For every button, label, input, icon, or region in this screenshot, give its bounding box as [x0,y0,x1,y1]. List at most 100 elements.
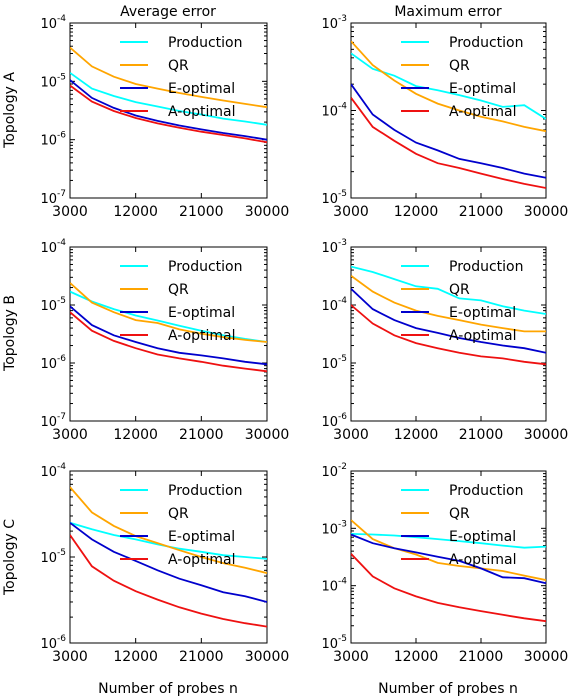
legend-label: A-optimal [449,552,517,568]
legend-label: E-optimal [168,529,235,545]
legend-label: Production [449,35,523,51]
x-tick-label: 3000 [52,427,88,443]
y-tick-label: 10-3 [321,14,347,32]
legend-label: E-optimal [449,81,516,97]
y-tick-label: 10-5 [40,296,66,314]
series-line-a-optimal [70,84,267,144]
series-line-qr [351,274,546,333]
series-line-e-optimal [70,305,267,366]
y-tick-label: 10-6 [321,412,347,430]
x-tick-label: 21000 [179,649,224,665]
x-tick-label: 12000 [113,204,158,220]
legend-label: Production [168,483,242,499]
y-tick-label: 10-5 [321,354,347,372]
panel-4: 3000 12000 21000 30000 10-6 10-5 10-4 10-3 Produ… [321,238,568,443]
legend-label: Production [168,259,242,275]
legend-label: QR [168,506,189,522]
x-tick-label: 12000 [394,427,439,443]
y-tick-label: 10-3 [321,238,347,256]
series-line-a-optimal [70,534,267,628]
legend-label: A-optimal [449,104,517,120]
x-tick-label: 30000 [524,649,569,665]
legend-label: A-optimal [168,328,236,344]
panel-1: 3000 12000 21000 30000 10-7 10-6 10-5 10-4 Produ… [40,14,289,220]
column-title-average: Average error [120,4,216,20]
legend-label: Production [449,483,523,499]
y-tick-label: 10-4 [40,238,66,256]
legend-label: E-optimal [449,529,516,545]
plot-frame [350,22,547,199]
series-group [70,46,267,144]
x-tick-label: 30000 [524,204,569,220]
legend-label: E-optimal [168,81,235,97]
series-line-production [70,290,267,343]
x-tick-label: 12000 [394,204,439,220]
y-tick-label: 10-5 [40,72,66,90]
series-line-e-optimal [70,522,267,603]
y-tick-label: 10-6 [40,634,66,652]
x-tick-label: 30000 [524,427,569,443]
y-tick-label: 10-3 [321,519,347,537]
x-tick-label: 3000 [333,649,369,665]
legend-label: A-optimal [449,328,517,344]
x-axis-label-right: Number of probes n [378,681,518,697]
series-group [351,40,546,189]
series-line-e-optimal [351,288,546,354]
legend-label: A-optimal [168,104,236,120]
column-title-maximum: Maximum error [394,4,502,20]
x-tick-label: 3000 [52,204,88,220]
y-tick-label: 10-5 [321,189,347,207]
y-tick-label: 10-6 [40,131,66,149]
x-tick-label: 12000 [113,649,158,665]
y-tick-label: 10-7 [40,189,66,207]
x-tick-label: 3000 [333,427,369,443]
legend-label: QR [168,282,189,298]
x-tick-label: 21000 [179,204,224,220]
row-label-topology-c: Topology C [2,519,18,596]
panel-6: 3000 12000 21000 30000 10-5 10-4 10-3 10-2 Produ… [321,462,568,665]
series-line-qr [351,40,546,133]
series-line-e-optimal [70,79,267,141]
series-line-qr [70,282,267,343]
y-tick-label: 10-4 [40,462,66,480]
legend-label: QR [449,58,470,74]
panels: 3000 12000 21000 30000 10-7 10-6 10-5 10-4 Produ… [40,14,568,665]
series-line-a-optimal [351,553,546,623]
series-line-production [351,533,546,549]
legend-label: E-optimal [168,305,235,321]
row-label-topology-b: Topology B [2,295,18,372]
y-tick-label: 10-7 [40,412,66,430]
series-group [70,486,267,628]
legend-label: E-optimal [449,305,516,321]
y-tick-label: 10-4 [321,102,347,120]
x-tick-label: 21000 [459,649,504,665]
x-tick-label: 21000 [459,204,504,220]
series-line-a-optimal [70,311,267,373]
series-line-qr [351,519,546,581]
y-tick-label: 10-5 [321,634,347,652]
y-tick-label: 10-6 [40,354,66,372]
series-line-qr [70,486,267,574]
legend-label: Production [449,259,523,275]
x-tick-label: 30000 [245,427,290,443]
series-line-e-optimal [351,533,546,585]
panel-5: 3000 12000 21000 30000 10-6 10-5 10-4 Productio… [40,462,289,665]
plot-frame [69,22,268,199]
series-group [351,265,546,366]
series-line-e-optimal [351,83,546,179]
x-tick-label: 21000 [179,427,224,443]
legend-label: Production [168,35,242,51]
legend-label: A-optimal [168,552,236,568]
x-tick-label: 21000 [459,427,504,443]
legend-label: QR [449,506,470,522]
x-tick-label: 3000 [52,649,88,665]
series-group [351,519,546,623]
plot-frame [69,246,268,422]
series-line-qr [70,46,267,109]
y-tick-label: 10-4 [321,296,347,314]
x-axis-label-left: Number of probes n [98,681,238,697]
series-line-a-optimal [351,97,546,189]
x-tick-label: 12000 [113,427,158,443]
legend-label: QR [449,282,470,298]
